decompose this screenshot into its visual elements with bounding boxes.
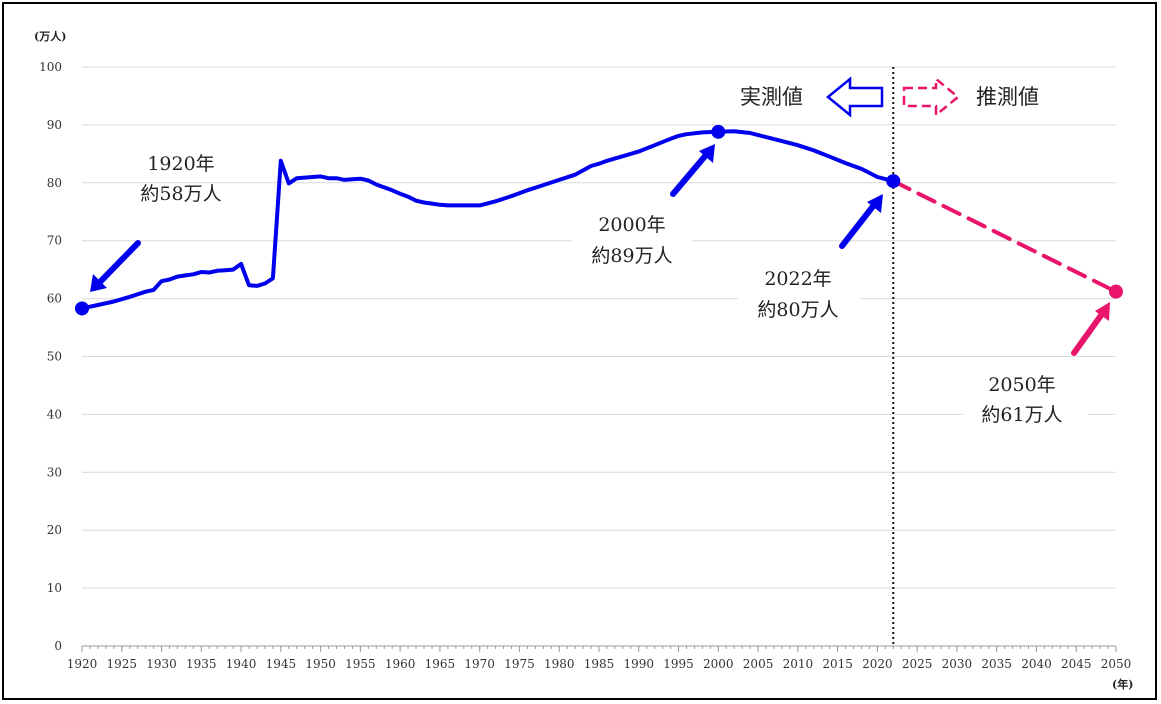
y-tick-label-80: 80 <box>47 176 62 190</box>
series-layer <box>80 129 1118 311</box>
x-tick-label-2020: 2020 <box>862 657 893 671</box>
y-tick-label-90: 90 <box>47 118 62 132</box>
x-tick-label-2015: 2015 <box>822 657 853 671</box>
x-tick-label-2050: 2050 <box>1101 657 1132 671</box>
annotation-2050-value: 約61万人 <box>981 404 1062 426</box>
x-tick-label-2035: 2035 <box>981 657 1012 671</box>
x-tick-label-2045: 2045 <box>1061 657 1092 671</box>
series-line-actual <box>80 129 896 311</box>
y-tick-label-70: 70 <box>47 234 62 248</box>
x-tick-label-2040: 2040 <box>1021 657 1052 671</box>
data-point-1920 <box>75 301 89 316</box>
y-tick-label-50: 50 <box>47 350 62 364</box>
x-tick-label-2010: 2010 <box>783 657 814 671</box>
legend-estimate-label: 推測値 <box>976 85 1039 109</box>
annotation-2022-arrow-icon <box>839 194 883 249</box>
data-point-2000 <box>711 124 726 139</box>
x-tick-label-1995: 1995 <box>663 657 694 671</box>
y-tick-label-10: 10 <box>47 581 62 595</box>
marker-layer <box>75 124 1123 316</box>
y-tick-label-30: 30 <box>47 465 62 479</box>
x-tick-label-1930: 1930 <box>146 657 177 671</box>
annotation-1920-value: 約58万人 <box>140 183 221 205</box>
annotation-2022-backdrop <box>738 262 860 326</box>
annotation-2000-arrow-icon <box>670 144 715 197</box>
y-tick-label-0: 0 <box>54 639 62 653</box>
x-tick-label-2000: 2000 <box>703 657 734 671</box>
annotation-2050: 2050年 約61万人 <box>964 302 1110 432</box>
x-tick-label-2025: 2025 <box>902 657 933 671</box>
y-tick-label-60: 60 <box>47 292 62 306</box>
annotation-2050-arrow-icon <box>1071 302 1110 356</box>
x-tick-label-1935: 1935 <box>186 657 217 671</box>
x-tick-label-1980: 1980 <box>544 657 575 671</box>
annotation-2000-backdrop <box>572 208 692 274</box>
x-tick-label-1945: 1945 <box>266 657 297 671</box>
annotation-2000: 2000年 約89万人 <box>572 144 715 274</box>
legend-estimate-arrow-icon <box>902 76 960 118</box>
y-tick-label-40: 40 <box>47 407 62 421</box>
annotation-1920-arrow-icon <box>90 240 141 292</box>
annotation-2000-value: 約89万人 <box>591 245 672 267</box>
y-axis-unit: (万人) <box>34 29 66 43</box>
x-tick-label-1940: 1940 <box>226 657 257 671</box>
x-tick-label-1950: 1950 <box>305 657 336 671</box>
y-tick-label-20: 20 <box>47 523 62 537</box>
series-line-estimate <box>891 179 1118 294</box>
x-tick-label-1975: 1975 <box>504 657 535 671</box>
x-tick-label-2030: 2030 <box>942 657 973 671</box>
annotation-2050-backdrop <box>964 368 1088 432</box>
data-point-2050 <box>1109 284 1123 299</box>
annotation-2022: 2022年 約80万人 <box>738 194 883 326</box>
x-tick-label-1925: 1925 <box>106 657 137 671</box>
x-tick-label-2005: 2005 <box>743 657 774 671</box>
annotation-2022-year: 2022年 <box>764 268 831 290</box>
x-tick-label-1970: 1970 <box>464 657 495 671</box>
grid-layer <box>82 66 1116 646</box>
y-tick-label-100: 100 <box>39 60 62 74</box>
x-axis-unit: (年) <box>1112 677 1133 691</box>
annotation-2000-year: 2000年 <box>598 214 665 236</box>
x-tick-label-1955: 1955 <box>345 657 376 671</box>
annotation-2022-value: 約80万人 <box>757 299 838 321</box>
annotation-2050-year: 2050年 <box>988 374 1055 396</box>
annotation-1920: 1920年 約58万人 <box>90 153 222 292</box>
x-tick-label-1990: 1990 <box>623 657 654 671</box>
x-tick-label-1920: 1920 <box>67 657 98 671</box>
legend-actual-arrow-icon <box>826 76 884 118</box>
annotation-1920-year: 1920年 <box>147 153 214 175</box>
x-tick-label-1965: 1965 <box>425 657 456 671</box>
x-tick-label-1985: 1985 <box>584 657 615 671</box>
legend-actual-label: 実測値 <box>740 85 803 109</box>
data-point-2022 <box>886 174 901 189</box>
x-tick-label-1960: 1960 <box>385 657 416 671</box>
